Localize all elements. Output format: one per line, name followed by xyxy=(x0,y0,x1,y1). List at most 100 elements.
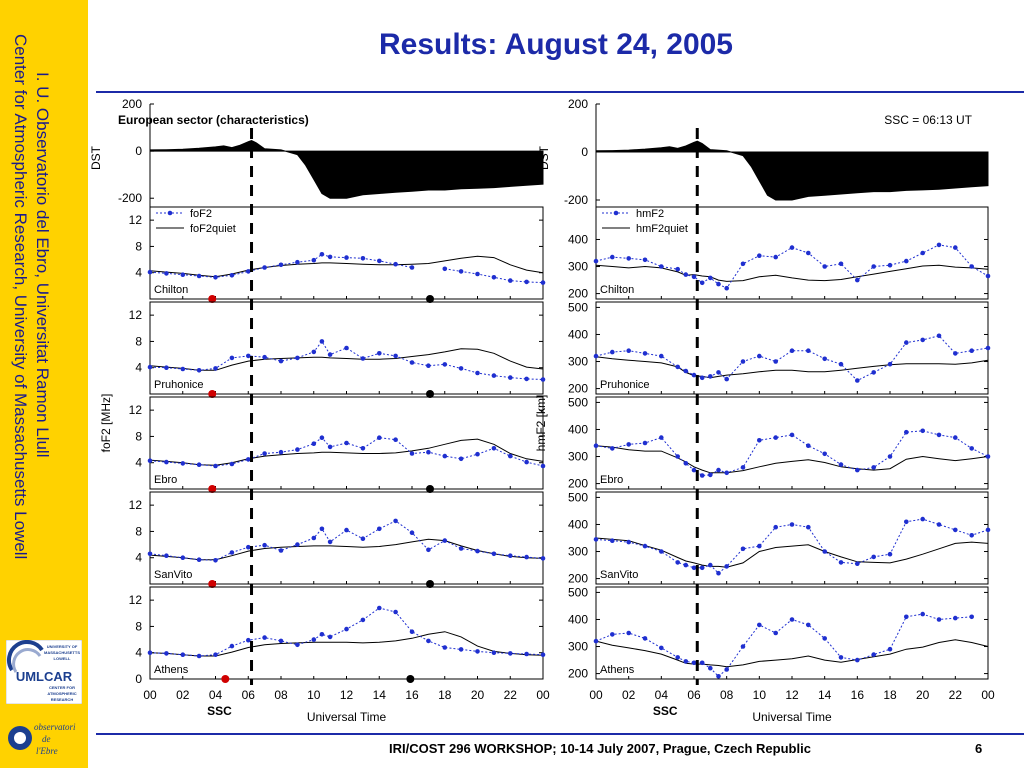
station-label: SanVito xyxy=(600,569,638,581)
measured-point xyxy=(691,274,697,280)
logo1-line-5: ATMOSPHERIC xyxy=(47,691,76,696)
measured-point xyxy=(659,353,664,359)
measured-point xyxy=(213,463,218,469)
logo1-line-6: RESEARCH xyxy=(51,697,74,702)
measured-point xyxy=(377,351,382,356)
x-tick-label: 00 xyxy=(143,688,157,702)
measured-point xyxy=(524,651,529,657)
measured-point xyxy=(887,646,893,652)
measured-point xyxy=(426,449,431,455)
measured-point xyxy=(626,348,631,354)
x-tick-label: 02 xyxy=(622,688,636,702)
measured-line xyxy=(149,437,544,467)
y-tick-label-zero: 0 xyxy=(135,672,142,686)
measured-point xyxy=(393,261,398,267)
measured-point xyxy=(773,630,778,636)
y-tick-label: 4 xyxy=(135,266,142,280)
measured-point xyxy=(262,354,267,360)
measured-point xyxy=(773,435,778,440)
measured-point xyxy=(773,359,778,364)
panel-frame xyxy=(595,301,989,395)
y-tick-label: 4 xyxy=(135,361,142,375)
measured-point xyxy=(442,645,448,650)
y-tick-label: 12 xyxy=(129,308,143,322)
observatori-ebre-logo: observatori de l'Ebre xyxy=(8,722,76,756)
measured-point xyxy=(360,255,366,261)
dst-tick-label: 0 xyxy=(135,144,142,158)
sunset-marker xyxy=(426,295,435,303)
measured-point xyxy=(953,615,958,621)
measured-point xyxy=(740,644,746,649)
measured-point xyxy=(757,622,762,628)
station-label: Pruhonice xyxy=(154,379,204,391)
y-axis-label: foF2 [MHz] xyxy=(99,394,113,453)
y-tick-label: 500 xyxy=(568,300,588,314)
y-tick-label: 200 xyxy=(568,667,588,681)
sunset-marker xyxy=(406,675,415,683)
x-tick-label: 22 xyxy=(504,688,518,702)
measured-point xyxy=(319,435,325,441)
measured-point xyxy=(838,462,844,467)
measured-point xyxy=(593,443,599,449)
legend-measured-label: hmF2 xyxy=(636,208,664,220)
x-tick-label: 18 xyxy=(438,688,452,702)
measured-point xyxy=(278,262,284,268)
panel-frame xyxy=(595,586,989,680)
y-tick-label: 8 xyxy=(135,239,142,253)
measured-point xyxy=(936,333,942,339)
measured-point xyxy=(319,632,325,637)
measured-point xyxy=(458,647,464,652)
x-tick-label: 20 xyxy=(916,688,930,702)
station-label: Athens xyxy=(154,664,189,676)
y-tick-label: 400 xyxy=(568,422,588,436)
measured-point xyxy=(985,454,991,459)
measured-point xyxy=(920,516,925,522)
measured-point xyxy=(409,265,415,270)
y-tick-label: 300 xyxy=(568,545,588,559)
measured-point xyxy=(699,375,705,381)
footer-divider xyxy=(96,733,1024,735)
x-tick-label: 16 xyxy=(851,688,865,702)
measured-point xyxy=(904,614,909,620)
y-tick-label: 4 xyxy=(135,646,142,660)
measured-point xyxy=(691,565,697,571)
measured-point xyxy=(377,435,382,441)
x-tick-label: 06 xyxy=(242,688,256,702)
measured-point xyxy=(426,638,431,644)
measured-point xyxy=(475,271,480,277)
measured-point xyxy=(642,257,648,263)
measured-point xyxy=(659,264,664,269)
measured-point xyxy=(491,373,497,378)
measured-point xyxy=(593,258,599,264)
measured-point xyxy=(147,458,153,464)
measured-point xyxy=(246,353,251,359)
measured-point xyxy=(855,561,860,566)
y-tick-label: 500 xyxy=(568,490,588,504)
measured-point xyxy=(360,446,366,451)
legend-measured-label: foF2 xyxy=(190,208,212,220)
measured-point xyxy=(610,349,615,355)
measured-point xyxy=(683,659,689,664)
x-tick-label: 18 xyxy=(883,688,897,702)
legend-quiet-label: hmF2quiet xyxy=(636,223,688,235)
x-axis-label: Universal Time xyxy=(307,710,387,724)
measured-point xyxy=(904,429,909,435)
measured-point xyxy=(969,614,974,620)
measured-point xyxy=(540,280,546,285)
measured-point xyxy=(953,245,958,250)
sunrise-marker xyxy=(208,390,217,398)
measured-point xyxy=(147,364,153,370)
measured-point xyxy=(164,365,169,371)
measured-line xyxy=(595,613,972,677)
y-tick-label: 300 xyxy=(568,640,588,654)
measured-point xyxy=(327,352,333,357)
measured-point xyxy=(838,560,844,565)
measured-point xyxy=(642,636,648,641)
measured-point xyxy=(659,645,664,651)
measured-point xyxy=(262,542,267,548)
x-tick-label: 10 xyxy=(753,688,767,702)
measured-point xyxy=(295,642,300,648)
measured-point xyxy=(740,261,746,267)
y-tick-label: 4 xyxy=(135,456,142,470)
measured-point xyxy=(699,473,705,478)
